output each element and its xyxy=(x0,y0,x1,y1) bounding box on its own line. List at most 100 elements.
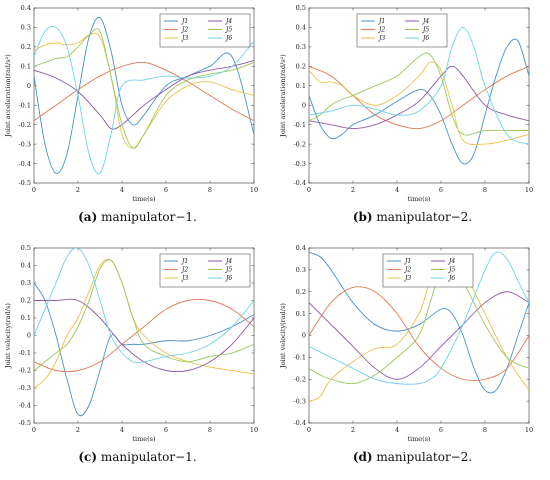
caption-d-tag: (d) xyxy=(352,450,373,464)
y-tick-label-b: 0.1 xyxy=(296,82,306,90)
x-tick-label-c: 0 xyxy=(32,426,36,434)
legend-label-j4-d: J4 xyxy=(447,258,455,265)
y-tick-label-c: -0.4 xyxy=(18,402,31,410)
x-tick-label-d: 6 xyxy=(439,426,443,434)
y-tick-label-c: 0.4 xyxy=(21,262,31,270)
legend-label-j5-c: J5 xyxy=(224,267,232,274)
y-tick-label-d: -0.3 xyxy=(293,397,306,405)
y-tick-label-a: -0.1 xyxy=(18,101,31,109)
legend-label-j5-d: J5 xyxy=(447,267,455,274)
legend-label-j5-b: J5 xyxy=(421,27,429,34)
panel-c: 0.5 0.4 0.3 0.2 0.1 0 -0.1 -0.2 -0.3 -0.4 -0.5 0 2 4 6… xyxy=(0,240,275,480)
series-line-j6-d xyxy=(309,251,529,385)
y-tick-label-d: 0 xyxy=(302,332,306,340)
legend-label-j6-d: J6 xyxy=(447,275,455,282)
y-tick-label-c: 0.2 xyxy=(21,297,31,305)
legend-label-j1-d: J1 xyxy=(403,258,411,265)
legend-label-j3-a: J3 xyxy=(180,35,188,42)
y-tick-label-b: -0.2 xyxy=(293,140,306,148)
series-line-j5-c xyxy=(34,259,254,371)
x-tick-label-d: 8 xyxy=(483,426,487,434)
x-tick-label-b: 4 xyxy=(395,186,399,194)
y-tick-label-a: -0.3 xyxy=(18,140,31,148)
y-tick-label-d: 0.4 xyxy=(296,244,306,252)
x-axis-label-c: time(s) xyxy=(132,435,156,443)
x-axis-label-b: time(s) xyxy=(407,195,431,203)
x-tick-label-b: 6 xyxy=(439,186,443,194)
series-line-j1-d xyxy=(309,251,529,394)
legend-box-d xyxy=(382,253,474,288)
x-tick-label-d: 10 xyxy=(525,426,533,434)
x-axis-label-d: time(s) xyxy=(407,435,431,443)
y-axis-label-b: Joint acceleration(rad/s²) xyxy=(279,54,287,138)
y-tick-label-a: 0.2 xyxy=(21,43,31,51)
legend-label-j1-c: J1 xyxy=(180,258,188,265)
caption-b: (b) manipulator−2. xyxy=(275,210,550,224)
x-axis-label-a: time(s) xyxy=(132,195,156,203)
series-line-j4-b xyxy=(309,65,529,130)
y-tick-label-b: -0.3 xyxy=(293,160,306,168)
y-tick-label-c: 0.5 xyxy=(21,244,31,252)
y-tick-label-a: 0 xyxy=(27,82,31,90)
x-tick-label-d: 4 xyxy=(395,426,399,434)
y-tick-label-c: -0.2 xyxy=(18,367,31,375)
x-tick-label-b: 2 xyxy=(351,186,355,194)
x-tick-label-c: 10 xyxy=(250,426,258,434)
legend-label-j4-c: J4 xyxy=(224,258,232,265)
x-tick-label-c: 4 xyxy=(120,426,124,434)
x-tick-label-c: 2 xyxy=(76,426,80,434)
y-tick-label-d: -0.4 xyxy=(293,419,306,427)
x-tick-label-a: 8 xyxy=(208,186,212,194)
series-line-j6-a xyxy=(34,25,254,175)
legend-label-j4-b: J4 xyxy=(421,18,429,25)
series-line-j2-c xyxy=(34,298,254,373)
caption-d: (d) manipulator−2. xyxy=(275,450,550,464)
chart-c: 0.50.40.30.20.10-0.1-0.2-0.3-0.4-0.50 2 4 6… xyxy=(4,244,258,443)
y-axis-label-c: Joint velocity(rad/s) xyxy=(4,303,12,369)
panel-a: 0.4 0.3 0.2 0.1 0 -0.1 -0.2 -0.3 -0.4 -0.5 0 2 4 6 8 10… xyxy=(0,0,275,240)
y-tick-label-d: 0.2 xyxy=(296,288,306,296)
chart-d: 0.40.30.20.10-0.1-0.2-0.3-0.40 2 4 6 8 10time… xyxy=(279,244,533,443)
caption-c: (c) manipulator−1. xyxy=(0,450,275,464)
y-tick-label-b: -0.4 xyxy=(293,179,306,187)
caption-c-text: manipulator−1. xyxy=(100,450,197,464)
legend-box-b xyxy=(356,13,448,48)
caption-b-text: manipulator−2. xyxy=(376,210,473,224)
legend-label-j2-d: J2 xyxy=(403,267,411,274)
x-tick-label-b: 0 xyxy=(307,186,311,194)
caption-c-tag: (c) xyxy=(78,450,98,464)
y-axis-label-d: Joint velocity(rad/s) xyxy=(279,303,287,369)
x-tick-label-c: 8 xyxy=(208,426,212,434)
x-tick-label-a: 6 xyxy=(164,186,168,194)
series-line-j4-a xyxy=(34,60,254,130)
y-tick-label-b: 0 xyxy=(302,101,306,109)
y-tick-label-a: -0.2 xyxy=(18,121,31,129)
panel-d: 0.4 0.3 0.2 0.1 0 -0.1 -0.2 -0.3 -0.4 0 2 4 6 8 10 time… xyxy=(275,240,550,480)
y-tick-label-b: 0.3 xyxy=(296,43,306,51)
legend-label-j6-b: J6 xyxy=(421,35,429,42)
y-tick-label-b: -0.1 xyxy=(293,121,306,129)
legend-label-j1-b: J1 xyxy=(377,18,385,25)
y-tick-label-a: 0.1 xyxy=(21,63,31,71)
caption-a-text: manipulator−1. xyxy=(101,210,197,224)
legend-box-a xyxy=(159,13,251,48)
series-line-j6-b xyxy=(309,26,529,145)
caption-b-tag: (b) xyxy=(352,210,373,224)
y-tick-label-c: 0 xyxy=(27,332,31,340)
series-line-j2-a xyxy=(34,61,254,122)
y-tick-label-a: 0.3 xyxy=(21,24,31,32)
y-tick-label-d: -0.2 xyxy=(293,375,306,383)
legend-label-j4-a: J4 xyxy=(224,18,232,25)
y-tick-label-b: 0.5 xyxy=(296,4,306,12)
series-line-j5-a xyxy=(34,28,254,149)
chart-b: 0.50.40.30.20.10-0.1-0.2-0.3-0.40 2 4 6 8 10t… xyxy=(279,4,533,203)
x-tick-label-a: 2 xyxy=(76,186,80,194)
y-tick-label-a: -0.5 xyxy=(18,179,31,187)
caption-a-tag: (a) xyxy=(78,210,98,224)
series-line-j3-d xyxy=(309,258,529,402)
x-tick-label-b: 8 xyxy=(483,186,487,194)
series-line-j5-b xyxy=(309,52,529,136)
caption-d-text: manipulator−2. xyxy=(376,450,473,464)
series-line-j3-b xyxy=(309,61,529,146)
